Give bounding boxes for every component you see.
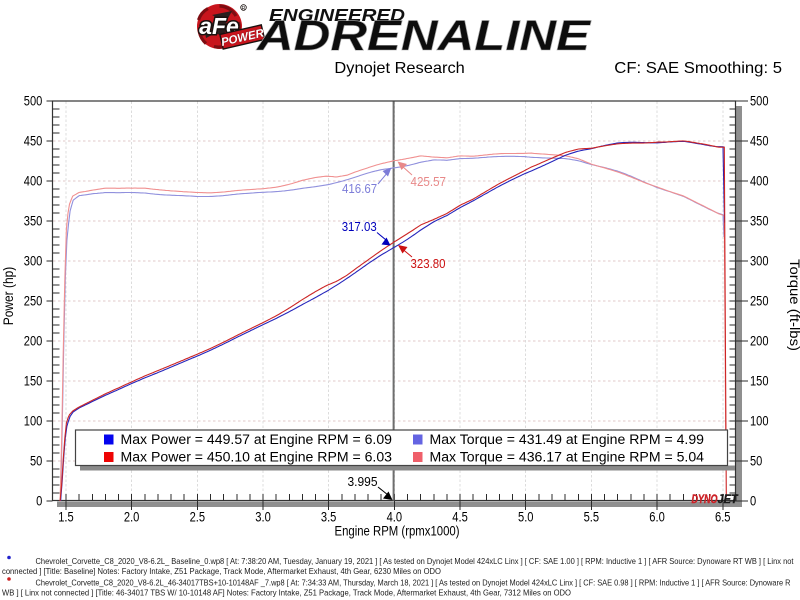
svg-text:CF: SAE Smoothing: 5: CF: SAE Smoothing: 5 [614,60,782,77]
svg-text:350: 350 [24,214,43,229]
svg-text:R: R [242,6,246,12]
svg-text:250: 250 [750,294,769,309]
svg-text:450: 450 [24,134,43,149]
svg-text:6.0: 6.0 [649,509,665,524]
svg-text:ADRENALINE: ADRENALINE [256,13,592,60]
svg-text:2.0: 2.0 [124,509,139,524]
svg-text:350: 350 [750,214,769,229]
svg-text:Engine RPM (rpmx1000): Engine RPM (rpmx1000) [335,523,460,539]
svg-text:100: 100 [750,414,769,429]
svg-text:6.5: 6.5 [715,509,731,524]
svg-text:100: 100 [24,414,43,429]
svg-text:0: 0 [36,494,42,509]
svg-text:150: 150 [24,374,43,389]
svg-text:Chevrolet_Corvette_C8_2020_V8-: Chevrolet_Corvette_C8_2020_V8-6.2L_ Base… [36,556,795,566]
svg-text:4.0: 4.0 [387,509,403,524]
svg-text:500: 500 [24,94,43,109]
svg-text:Dynojet Research: Dynojet Research [334,60,464,77]
svg-text:DYNO: DYNO [692,492,718,506]
svg-text:Max Torque = 436.17 at Engine: Max Torque = 436.17 at Engine RPM = 5.04 [430,449,705,464]
svg-text:3.0: 3.0 [255,509,270,524]
svg-text:425.57: 425.57 [411,174,447,189]
svg-text:500: 500 [750,94,769,109]
svg-text:1.5: 1.5 [58,509,73,524]
svg-text:Max Power = 449.57 at Engine R: Max Power = 449.57 at Engine RPM = 6.09 [121,432,393,447]
svg-text:connected ] [Title: Baseline]: connected ] [Title: Baseline] Notes: Fac… [2,566,441,576]
svg-text:2.5: 2.5 [190,509,206,524]
svg-text:0: 0 [750,494,756,509]
svg-text:416.67: 416.67 [342,181,377,196]
svg-text:150: 150 [750,374,769,389]
svg-text:ENGINEERED: ENGINEERED [269,5,405,25]
svg-text:3.995: 3.995 [348,474,378,489]
svg-text:300: 300 [24,254,43,269]
svg-text:4.5: 4.5 [452,509,468,524]
svg-text:50: 50 [750,454,762,469]
svg-text:Torque (ft-lbs): Torque (ft-lbs) [787,259,800,351]
svg-text:JET: JET [718,492,740,506]
svg-text:450: 450 [750,134,769,149]
svg-text:300: 300 [750,254,769,269]
svg-text:200: 200 [24,334,43,349]
svg-text:400: 400 [24,174,43,189]
svg-text:Max Torque = 431.49 at Engine: Max Torque = 431.49 at Engine RPM = 4.99 [430,432,705,447]
svg-text:400: 400 [750,174,769,189]
svg-text:250: 250 [24,294,43,309]
svg-text:317.03: 317.03 [342,219,377,234]
svg-text:3.5: 3.5 [321,509,337,524]
svg-text:5.0: 5.0 [518,509,534,524]
svg-text:5.5: 5.5 [584,509,600,524]
svg-text:323.80: 323.80 [411,256,446,271]
svg-text:50: 50 [30,454,42,469]
svg-text:200: 200 [750,334,769,349]
svg-text:WB ] [ Linx not connected ] [T: WB ] [ Linx not connected ] [Title: 46-3… [2,587,571,597]
svg-text:Max Power = 450.10 at Engine R: Max Power = 450.10 at Engine RPM = 6.03 [121,449,393,464]
svg-text:Power (hp): Power (hp) [1,267,16,326]
svg-text:Chevrolet_Corvette_C8_2020_V8-: Chevrolet_Corvette_C8_2020_V8-6.2L_46-34… [36,577,791,587]
